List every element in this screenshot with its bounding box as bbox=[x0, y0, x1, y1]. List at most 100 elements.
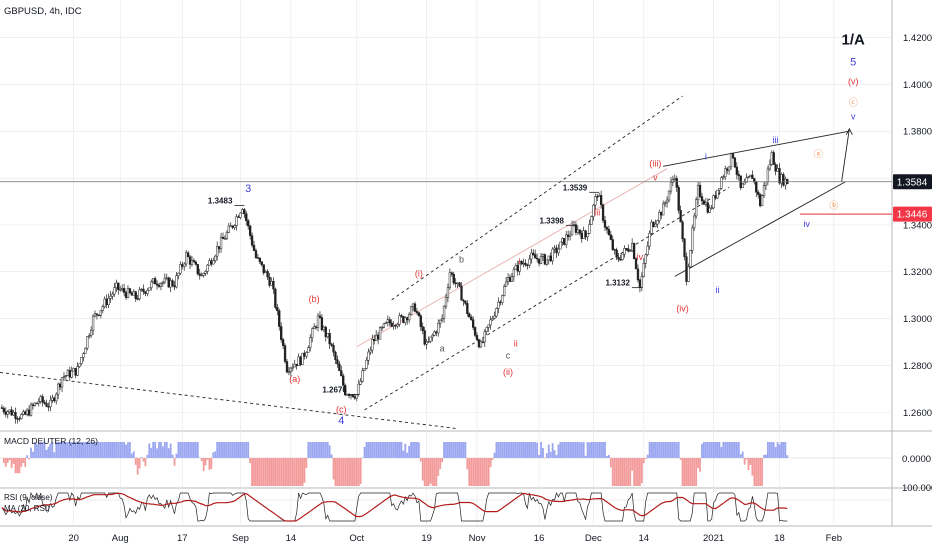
candle-body bbox=[652, 221, 655, 227]
candle-body bbox=[20, 414, 23, 419]
candle-body bbox=[782, 174, 785, 186]
candle-body bbox=[111, 293, 114, 297]
candle-body bbox=[518, 261, 521, 272]
macd-bar bbox=[30, 447, 32, 458]
candle-body bbox=[460, 285, 463, 301]
time-tick-label: 14 bbox=[286, 533, 297, 544]
macd-bar bbox=[507, 442, 509, 458]
macd-bar bbox=[336, 458, 339, 486]
macd-bar bbox=[348, 458, 350, 486]
candle-body bbox=[157, 285, 161, 287]
candle-body bbox=[268, 276, 271, 286]
macd-bar bbox=[695, 458, 698, 486]
candle-body bbox=[109, 295, 112, 299]
macd-bar bbox=[670, 442, 672, 458]
macd-bar bbox=[43, 442, 46, 458]
macd-bar bbox=[101, 442, 104, 458]
macd-bar bbox=[441, 458, 444, 463]
candle-body bbox=[146, 290, 149, 294]
macd-bar bbox=[191, 442, 193, 458]
candle-body bbox=[47, 406, 50, 408]
macd-bar bbox=[497, 442, 500, 458]
macd-bar bbox=[293, 458, 296, 486]
macd-bar bbox=[86, 442, 89, 458]
macd-bar bbox=[683, 458, 686, 486]
candle-body bbox=[318, 315, 322, 318]
macd-bar bbox=[97, 442, 100, 458]
macd-bar bbox=[703, 442, 705, 458]
macd-bar bbox=[491, 458, 494, 460]
time-axis[interactable]: 20 Aug 17 Sep 14 Oct 19 Nov 16 Dec 14 2021 18 Feb bbox=[68, 533, 842, 544]
wave-label: i bbox=[705, 151, 707, 161]
candle-body bbox=[289, 367, 293, 373]
candle-body bbox=[221, 236, 225, 240]
wave-label: (c) bbox=[336, 404, 347, 414]
candle-body bbox=[673, 178, 676, 180]
candle-body bbox=[491, 318, 494, 321]
candle-body bbox=[338, 363, 341, 372]
macd-bar bbox=[480, 458, 482, 486]
time-tick-label: 18 bbox=[774, 533, 785, 544]
macd-bar bbox=[675, 442, 678, 458]
macd-bar bbox=[96, 442, 98, 458]
candle-body bbox=[553, 247, 556, 250]
macd-bar bbox=[753, 458, 756, 486]
candle-body bbox=[489, 319, 492, 326]
projection-line bbox=[841, 128, 850, 182]
candle-body bbox=[417, 312, 421, 316]
candle-body bbox=[217, 246, 221, 250]
candle-body bbox=[260, 261, 263, 265]
macd-bar bbox=[74, 442, 77, 458]
macd-bar bbox=[363, 446, 366, 458]
macd-bar bbox=[396, 442, 399, 458]
macd-bar bbox=[516, 442, 519, 458]
wave-label: (a) bbox=[289, 374, 300, 384]
macd-bar bbox=[466, 458, 469, 470]
candle-body bbox=[419, 315, 422, 327]
macd-bar bbox=[45, 449, 48, 458]
candle-body bbox=[411, 303, 415, 308]
macd-bar bbox=[646, 454, 649, 458]
candle-body bbox=[254, 250, 258, 258]
macd-bar bbox=[218, 442, 221, 458]
macd-bar bbox=[648, 442, 651, 458]
rsi-lines bbox=[0, 491, 892, 522]
wave-label: c bbox=[506, 350, 511, 360]
candle-body bbox=[425, 341, 428, 345]
macd-bar bbox=[173, 458, 176, 466]
macd-bar bbox=[103, 442, 106, 458]
wave-label: 3 bbox=[245, 183, 251, 195]
candle-body bbox=[681, 221, 684, 240]
macd-bar bbox=[34, 442, 36, 458]
macd-bar bbox=[772, 442, 775, 458]
macd-bar bbox=[142, 458, 145, 462]
candle-body bbox=[764, 181, 768, 186]
candle-body bbox=[603, 220, 607, 228]
macd-bar bbox=[687, 458, 690, 486]
candle-body bbox=[115, 282, 118, 288]
macd-bar bbox=[481, 458, 484, 486]
candle-body bbox=[345, 394, 349, 396]
macd-bar bbox=[344, 458, 347, 486]
macd-bar bbox=[324, 442, 327, 458]
candle-body bbox=[148, 287, 151, 291]
macd-bar bbox=[633, 458, 635, 486]
macd-bar bbox=[241, 442, 244, 458]
macd-bar bbox=[10, 458, 13, 468]
candle-body bbox=[598, 195, 601, 197]
candle-body bbox=[378, 327, 382, 340]
candle-body bbox=[468, 313, 471, 318]
candle-body bbox=[755, 181, 758, 193]
candle-body bbox=[206, 264, 209, 272]
candle-body bbox=[74, 368, 77, 376]
candle-body bbox=[464, 300, 467, 304]
candle-body bbox=[214, 255, 217, 261]
candle-body bbox=[57, 383, 60, 395]
macd-bar bbox=[319, 442, 321, 458]
candle-body bbox=[642, 262, 645, 277]
macd-bar bbox=[383, 442, 385, 458]
time-tick-label: Dec bbox=[585, 533, 602, 544]
macd-bar bbox=[280, 458, 283, 486]
candle-body bbox=[605, 227, 609, 230]
